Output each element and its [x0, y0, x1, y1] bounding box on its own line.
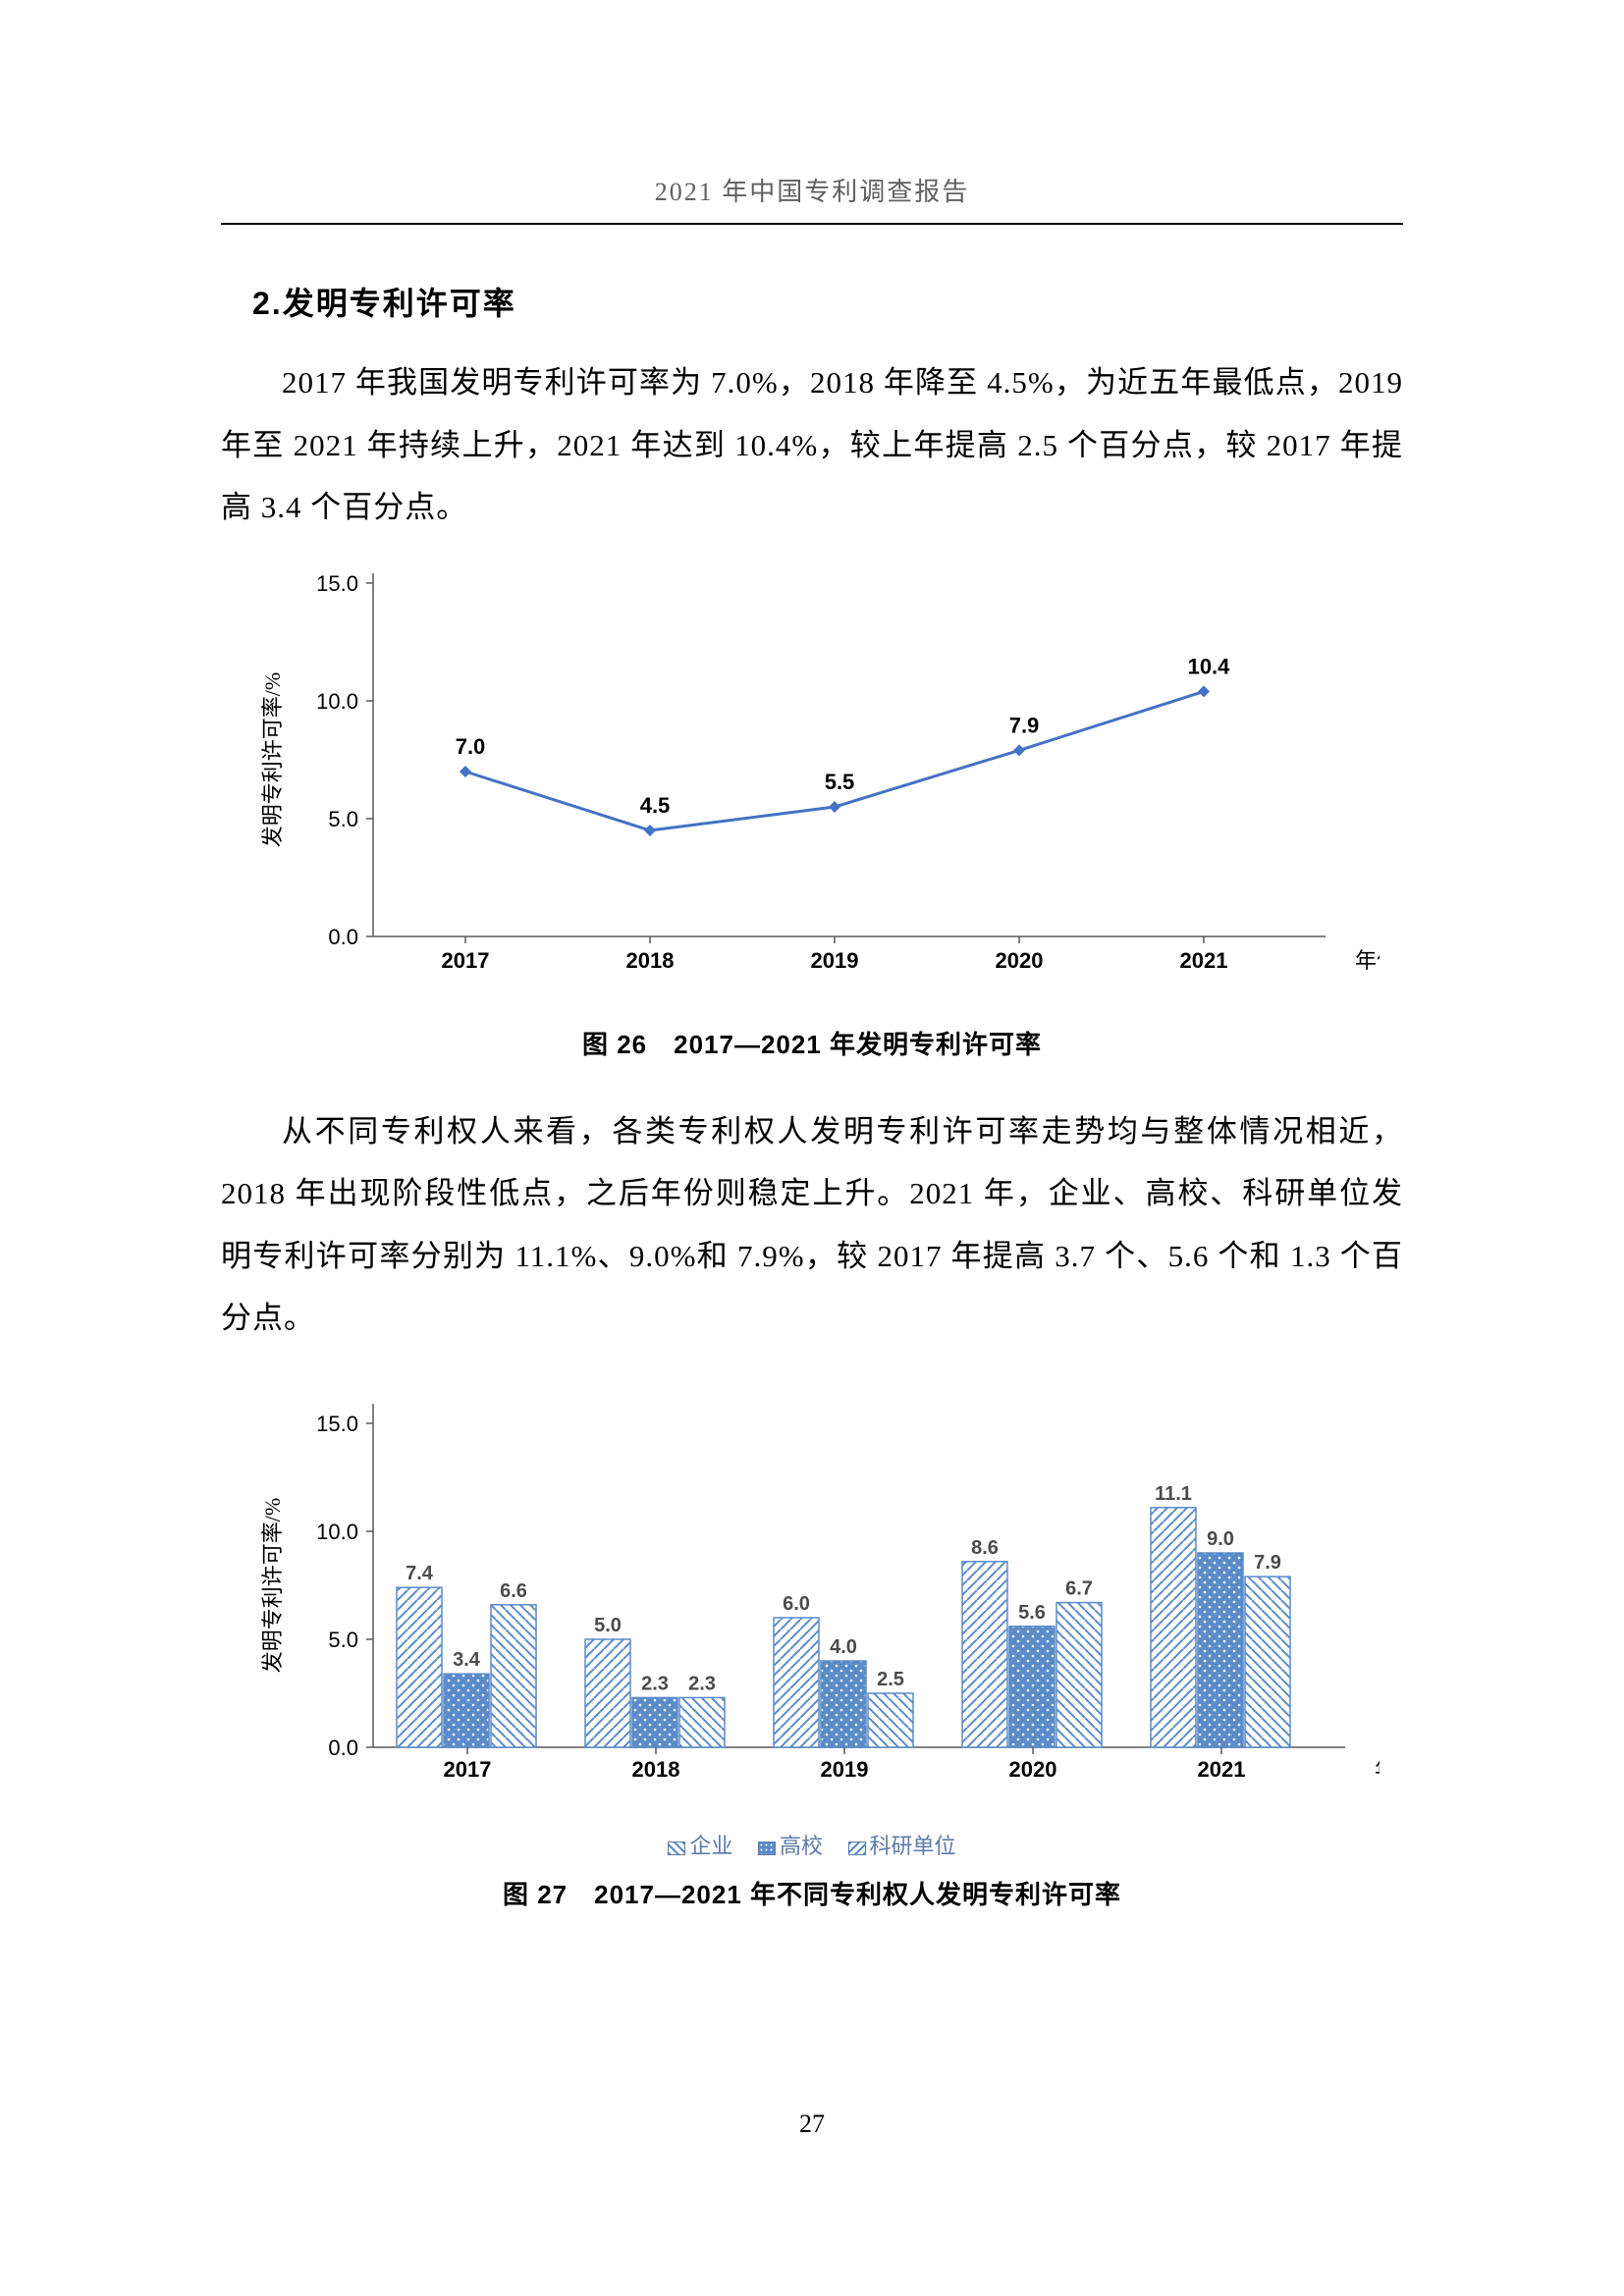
svg-text:2017: 2017: [444, 1757, 492, 1782]
legend-label: 科研单位: [870, 1834, 956, 1858]
svg-text:4.5: 4.5: [640, 793, 671, 818]
svg-text:年份: 年份: [1375, 1757, 1380, 1782]
svg-text:7.4: 7.4: [406, 1563, 434, 1584]
svg-text:6.7: 6.7: [1065, 1577, 1093, 1599]
page-number: 27: [0, 2109, 1624, 2139]
svg-text:2.3: 2.3: [688, 1673, 716, 1694]
chart2-caption: 图 27 2017—2021 年不同专利权人发明专利许可率: [221, 1875, 1403, 1911]
svg-text:0.0: 0.0: [328, 925, 358, 949]
chart1-svg: 0.0 5.0 10.0 15.0 2017 2018 2019 2020 2021 年份 发明专利…: [221, 573, 1380, 1005]
svg-text:2.3: 2.3: [641, 1673, 669, 1694]
svg-text:15.0: 15.0: [316, 1412, 358, 1436]
svg-text:8.6: 8.6: [971, 1537, 999, 1559]
svg-text:6.6: 6.6: [500, 1580, 527, 1602]
svg-text:15.0: 15.0: [316, 573, 358, 596]
svg-text:10.0: 10.0: [316, 1520, 358, 1544]
svg-text:2020: 2020: [1009, 1757, 1057, 1782]
svg-text:5.0: 5.0: [594, 1615, 622, 1636]
svg-text:3.4: 3.4: [453, 1649, 481, 1671]
paragraph-1: 2017 年我国发明专利许可率为 7.0%，2018 年降至 4.5%，为近五年…: [221, 351, 1403, 539]
legend-label: 企业: [689, 1834, 732, 1858]
svg-text:2.5: 2.5: [877, 1669, 904, 1690]
svg-text:年份: 年份: [1355, 948, 1380, 973]
paragraph-2: 从不同专利权人来看，各类专利权人发明专利许可率走势均与整体情况相近，2018 年…: [221, 1100, 1403, 1350]
svg-text:2021: 2021: [1198, 1757, 1246, 1782]
svg-text:7.9: 7.9: [1009, 713, 1040, 737]
chart1-caption: 图 26 2017—2021 年发明专利许可率: [221, 1025, 1403, 1061]
svg-text:5.5: 5.5: [825, 770, 855, 794]
svg-text:2019: 2019: [811, 948, 859, 973]
section-heading: 2.发明专利许可率: [221, 279, 1403, 324]
chart2-legend: 企业 高校 科研单位: [221, 1829, 1403, 1860]
svg-text:6.0: 6.0: [783, 1593, 810, 1615]
legend-item-university: 高校: [758, 1834, 823, 1858]
svg-text:2018: 2018: [632, 1757, 680, 1782]
svg-text:2019: 2019: [821, 1757, 869, 1782]
legend-label: 高校: [780, 1834, 823, 1858]
legend-item-enterprise: 企业: [668, 1834, 732, 1858]
svg-text:5.6: 5.6: [1018, 1602, 1046, 1624]
page-header-title: 2021 年中国专利调查报告: [221, 172, 1403, 225]
svg-text:9.0: 9.0: [1207, 1528, 1234, 1550]
svg-text:7.9: 7.9: [1254, 1552, 1281, 1574]
page-container: 2021 年中国专利调查报告 2.发明专利许可率 2017 年我国发明专利许可率…: [0, 0, 1624, 1911]
svg-text:2018: 2018: [626, 948, 675, 973]
svg-text:4.0: 4.0: [830, 1636, 857, 1658]
svg-text:2017: 2017: [442, 948, 490, 973]
svg-text:发明专利许可率/%: 发明专利许可率/%: [260, 671, 285, 846]
svg-text:发明专利许可率/%: 发明专利许可率/%: [260, 1498, 285, 1673]
svg-text:5.0: 5.0: [328, 1628, 358, 1652]
chart2-container: 0.0 5.0 10.0 15.0 7.4 3.4 6.6 2017 5.0 2.3 2.3 2018…: [221, 1384, 1403, 1860]
chart1-container: 0.0 5.0 10.0 15.0 2017 2018 2019 2020 2021 年份 发明专利…: [221, 573, 1403, 1010]
svg-text:2021: 2021: [1180, 948, 1228, 973]
svg-text:10.4: 10.4: [1188, 654, 1231, 678]
svg-text:10.0: 10.0: [316, 689, 358, 714]
chart2-svg: 0.0 5.0 10.0 15.0 7.4 3.4 6.6 2017 5.0 2.3 2.3 2018…: [221, 1384, 1380, 1816]
svg-text:2020: 2020: [996, 948, 1044, 973]
svg-text:0.0: 0.0: [328, 1735, 358, 1760]
svg-text:7.0: 7.0: [456, 734, 486, 759]
svg-text:5.0: 5.0: [328, 807, 358, 831]
svg-text:11.1: 11.1: [1155, 1483, 1192, 1505]
legend-item-research: 科研单位: [848, 1834, 956, 1858]
